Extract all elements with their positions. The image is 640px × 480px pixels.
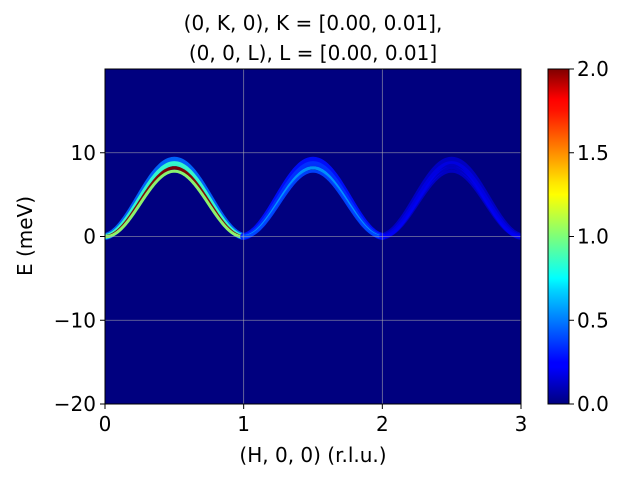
dispersion-branch-3-layer-4 [380,169,521,239]
dispersion-branch-2-layer-4 [242,169,384,239]
colorbar-tick-label: 1.0 [577,225,609,249]
y-tick-label: −20 [54,392,96,416]
colorbar-ticks: 0.0 0.5 1.0 1.5 2.0 [569,57,609,416]
x-axis-label: (H, 0, 0) (r.l.u.) [239,443,386,467]
dispersion-branch-1-layer-4 [105,169,246,239]
grid-lines [105,69,521,404]
y-axis: −20 −10 0 10 [54,141,105,416]
x-tick-label: 2 [376,412,389,436]
colorbar-tick-label: 1.5 [577,141,609,165]
colorbar: 0.0 0.5 1.0 1.5 2.0 [547,57,609,416]
x-tick-label: 1 [237,412,250,436]
x-tick-label: 3 [515,412,528,436]
y-tick-label: 0 [83,225,96,249]
colorbar-tick-label: 0.0 [577,392,609,416]
plot-area [104,68,522,405]
x-axis: 0 1 2 3 [99,404,528,436]
colorbar-tick-label: 0.5 [577,308,609,332]
colorbar-gradient [547,68,570,405]
y-tick-label: 10 [71,141,96,165]
dispersion-bands [105,156,521,240]
chart-title-line1: (0, K, 0), K = [0.00, 0.01], [184,11,443,35]
x-tick-label: 0 [99,412,112,436]
y-axis-label: E (meV) [13,196,37,276]
y-tick-label: −10 [54,308,96,332]
colorbar-tick-label: 2.0 [577,57,609,81]
chart-title-line2: (0, 0, L), L = [0.00, 0.01] [189,41,437,65]
